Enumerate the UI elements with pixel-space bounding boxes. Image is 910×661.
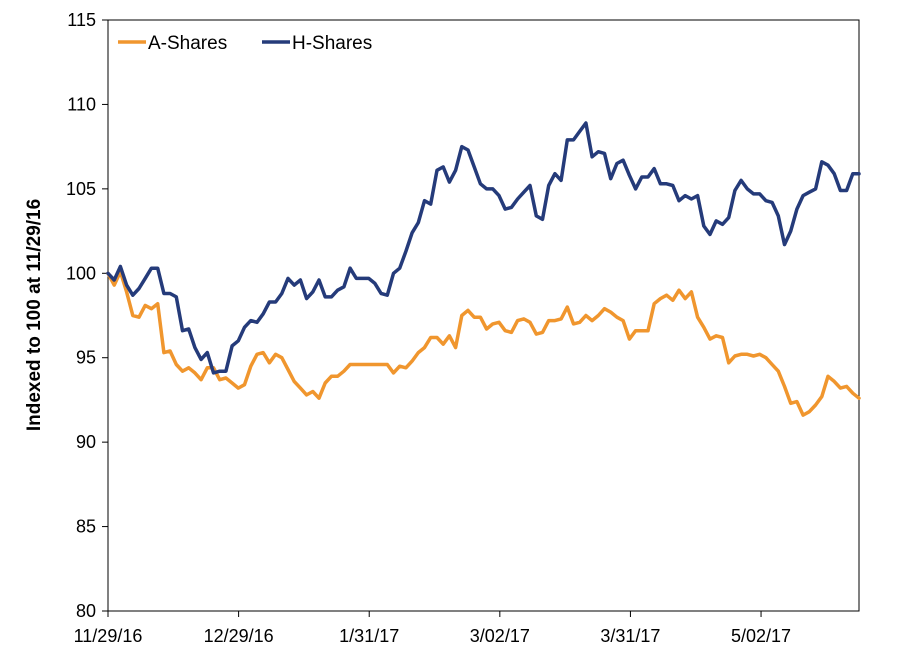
x-axis-ticks: 11/29/16 12/29/16 1/31/17 3/02/17 3/31/17 5/0… (74, 611, 791, 646)
x-tick-label: 5/02/17 (731, 626, 791, 646)
y-tick-label: 90 (76, 432, 96, 452)
y-tick-label: 85 (76, 517, 96, 537)
legend-label-h-shares: H-Shares (292, 33, 372, 54)
x-tick-label: 3/31/17 (600, 626, 660, 646)
y-tick-label: 100 (66, 263, 96, 283)
legend: A-Shares H-Shares (118, 33, 372, 54)
y-tick-label: 110 (67, 94, 96, 114)
x-tick-label: 11/29/16 (74, 626, 143, 646)
x-tick-label: 1/31/17 (339, 626, 399, 646)
series-line-a-shares (106, 269, 861, 417)
y-tick-label: 95 (76, 348, 96, 368)
plot-frame (107, 19, 860, 612)
y-tick-label: 105 (66, 179, 96, 199)
y-tick-label: 115 (67, 10, 96, 30)
y-axis-label: Indexed to 100 at 11/29/16 (24, 199, 45, 431)
series-lines (106, 121, 861, 417)
x-tick-label: 12/29/16 (204, 626, 274, 646)
x-tick-label: 3/02/17 (470, 626, 530, 646)
y-axis-ticks: 80 85 90 95 100 105 110 115 (66, 10, 108, 621)
y-tick-label: 80 (76, 601, 96, 621)
series-line-h-shares (106, 121, 861, 375)
legend-label-a-shares: A-Shares (148, 33, 227, 54)
